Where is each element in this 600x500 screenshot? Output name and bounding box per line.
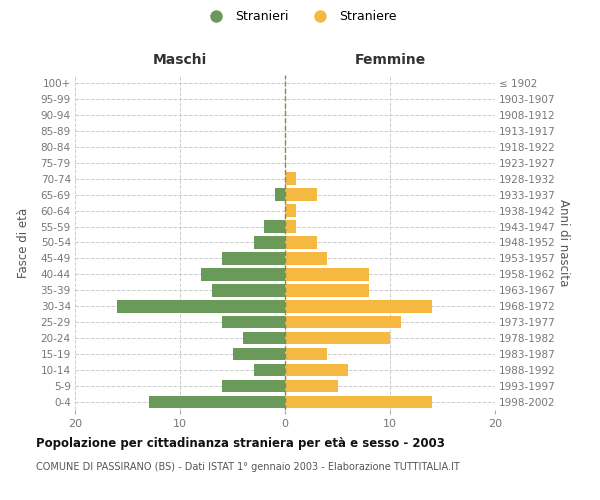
Bar [285, 284, 369, 296]
Bar [285, 236, 317, 248]
Bar [275, 188, 285, 201]
Bar [222, 252, 285, 264]
Bar [285, 300, 432, 312]
Bar [285, 364, 348, 376]
Bar [222, 380, 285, 392]
Bar [285, 380, 337, 392]
Bar [285, 316, 401, 328]
Text: Maschi: Maschi [153, 54, 207, 68]
Bar [285, 220, 296, 233]
Bar [233, 348, 285, 360]
Text: Fasce di età: Fasce di età [17, 208, 31, 278]
Bar [285, 252, 327, 264]
Bar [285, 188, 317, 201]
Bar [285, 172, 296, 185]
Bar [201, 268, 285, 280]
Bar [117, 300, 285, 312]
Text: Anni di nascita: Anni di nascita [557, 199, 571, 286]
Bar [264, 220, 285, 233]
Bar [285, 396, 432, 408]
Bar [254, 364, 285, 376]
Bar [285, 204, 296, 217]
Bar [285, 348, 327, 360]
Legend: Stranieri, Straniere: Stranieri, Straniere [200, 6, 400, 26]
Bar [243, 332, 285, 344]
Text: COMUNE DI PASSIRANO (BS) - Dati ISTAT 1° gennaio 2003 - Elaborazione TUTTITALIA.: COMUNE DI PASSIRANO (BS) - Dati ISTAT 1°… [36, 462, 460, 472]
Bar [148, 396, 285, 408]
Text: Femmine: Femmine [355, 54, 425, 68]
Bar [222, 316, 285, 328]
Bar [212, 284, 285, 296]
Text: Popolazione per cittadinanza straniera per età e sesso - 2003: Popolazione per cittadinanza straniera p… [36, 438, 445, 450]
Bar [254, 236, 285, 248]
Bar [285, 332, 390, 344]
Bar [285, 268, 369, 280]
